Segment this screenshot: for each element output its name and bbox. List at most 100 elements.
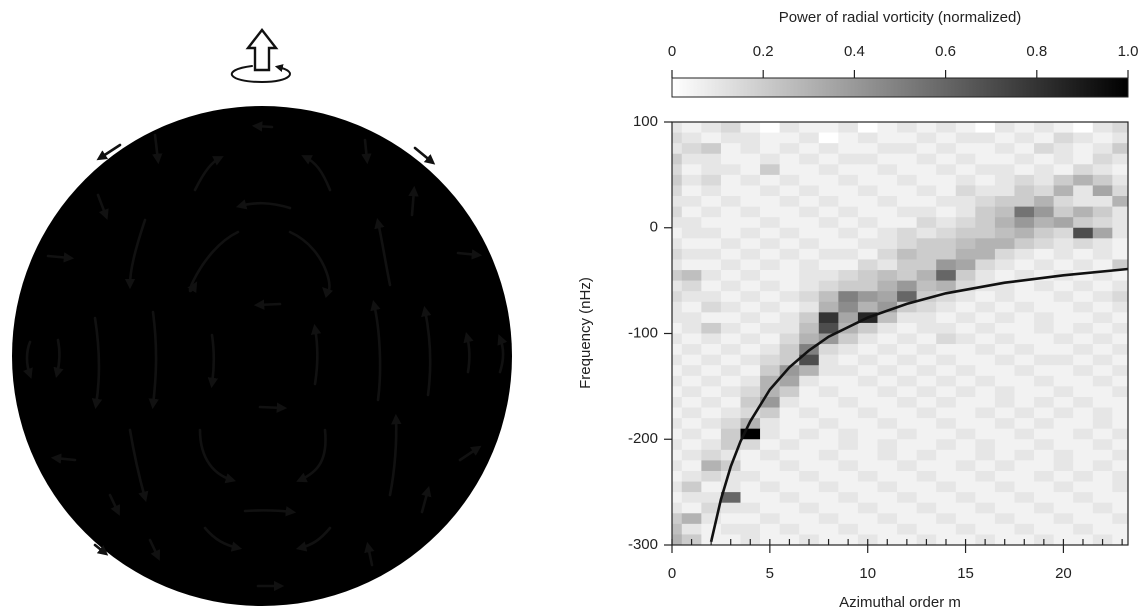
heatmap-cell [740, 185, 761, 197]
heatmap-cell [681, 460, 702, 472]
heatmap-cell [936, 238, 957, 250]
heatmap-cell [1053, 386, 1074, 398]
heatmap-cell [779, 248, 800, 260]
heatmap-cell [838, 333, 859, 345]
heatmap-cell [916, 196, 937, 207]
heatmap-cell [1092, 396, 1113, 408]
heatmap-cell [975, 407, 996, 419]
heatmap-cell [1034, 365, 1054, 377]
heatmap-cell [681, 153, 702, 165]
heatmap-cell [877, 407, 898, 419]
heatmap-cell [720, 143, 741, 155]
heatmap-cell [897, 418, 917, 429]
heatmap-cell [720, 291, 741, 303]
heatmap-cell [877, 344, 898, 355]
heatmap-cell [779, 217, 800, 229]
heatmap-cell [1073, 365, 1094, 377]
heatmap-cell [1034, 333, 1054, 345]
heatmap-cell [681, 365, 702, 377]
heatmap-cell [994, 227, 1015, 239]
heatmap-cell [1112, 259, 1128, 271]
heatmap-cell [799, 227, 820, 239]
heatmap-cell [818, 259, 839, 271]
heatmap-cell [955, 375, 976, 387]
heatmap-cell [916, 227, 937, 239]
heatmap-cell [1053, 206, 1074, 218]
heatmap-cell [672, 386, 683, 398]
heatmap-cell [779, 174, 800, 186]
heatmap-cell [838, 248, 859, 260]
heatmap-cell [720, 492, 741, 503]
heatmap-cell [994, 301, 1015, 313]
heatmap-cell [779, 502, 800, 514]
heatmap-cell [740, 301, 761, 313]
heatmap-cell [838, 365, 859, 377]
heatmap-cell [760, 259, 780, 271]
heatmap-cell [877, 513, 898, 525]
heatmap-cell [1073, 301, 1094, 313]
heatmap-cell [1034, 174, 1054, 186]
heatmap-cell [701, 470, 722, 482]
heatmap-cell [681, 492, 702, 503]
heatmap-cell [838, 407, 859, 419]
heatmap-cell [955, 460, 976, 472]
heatmap-cell [779, 122, 800, 133]
heatmap-cell [681, 418, 702, 429]
heatmap-cell [936, 333, 957, 345]
heatmap-cell [857, 122, 878, 133]
heatmap-cell [760, 418, 780, 429]
heatmap-cell [1014, 164, 1035, 176]
heatmap-cell [740, 206, 761, 218]
heatmap-cell [994, 470, 1015, 482]
heatmap-cell [994, 439, 1015, 451]
heatmap-cell [1092, 470, 1113, 482]
heatmap-cell [799, 259, 820, 271]
heatmap-cell [1092, 259, 1113, 271]
heatmap-cell [916, 386, 937, 398]
heatmap-cell [760, 322, 780, 334]
heatmap-cell [1034, 248, 1054, 260]
heatmap-cell [936, 439, 957, 451]
heatmap-cell [994, 312, 1015, 324]
heatmap-cell [1034, 196, 1054, 207]
heatmap-cell [994, 386, 1015, 398]
heatmap-cell [1092, 164, 1113, 176]
heatmap-cell [857, 470, 878, 482]
heatmap-cell [838, 344, 859, 355]
heatmap-cell [1092, 217, 1113, 229]
heatmap-cell [897, 301, 917, 313]
heatmap-cell [1073, 386, 1094, 398]
heatmap-cell [1014, 492, 1035, 503]
heatmap-cell [1073, 375, 1094, 387]
heatmap-cell [1014, 206, 1035, 218]
heatmap-cell [897, 344, 917, 355]
heatmap-cell [1014, 333, 1035, 345]
heatmap-cell [799, 217, 820, 229]
heatmap-cell [672, 481, 683, 493]
heatmap-cell [994, 132, 1015, 144]
heatmap-cell [1034, 227, 1054, 239]
heatmap-cell [720, 523, 741, 535]
heatmap-cell [681, 206, 702, 218]
heatmap-cell [818, 344, 839, 355]
heatmap-cell [779, 333, 800, 345]
heatmap-cell [818, 143, 839, 155]
heatmap-cell [1053, 196, 1074, 207]
heatmap-cell [1034, 492, 1054, 503]
heatmap-cell [838, 375, 859, 387]
heatmap-cell [857, 322, 878, 334]
heatmap-cell [994, 375, 1015, 387]
heatmap-cell [936, 322, 957, 334]
heatmap-cell [994, 428, 1015, 440]
heatmap-cell [975, 143, 996, 155]
heatmap-cell [672, 502, 683, 514]
heatmap-cell [672, 396, 683, 408]
heatmap-cell [779, 227, 800, 239]
heatmap-cell [720, 153, 741, 165]
heatmap-cell [857, 460, 878, 472]
heatmap-cell [681, 513, 702, 525]
heatmap-cell [916, 407, 937, 419]
heatmap-cell [701, 132, 722, 144]
heatmap-cell [877, 460, 898, 472]
heatmap-cell [1073, 449, 1094, 461]
